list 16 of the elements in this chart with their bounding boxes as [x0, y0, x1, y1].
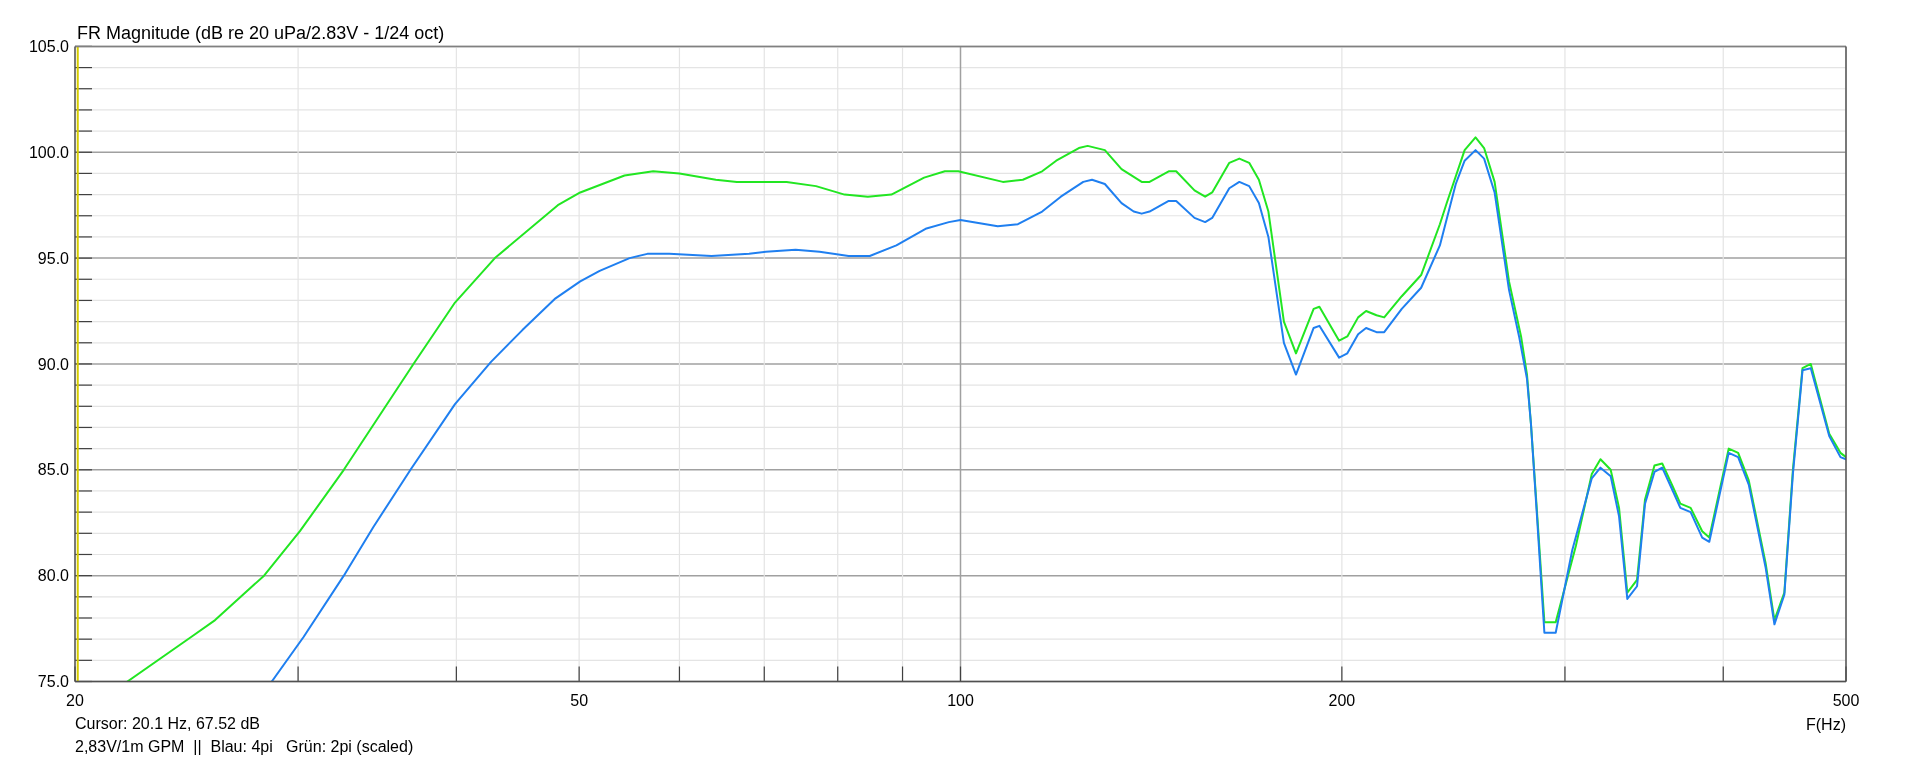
text: 2,83V/1m GPM || Blau: 4pi Grün: 2pi (scaled) — [75, 738, 414, 755]
chart-title: FR Magnitude (dB re 20 uPa/2.83V - 1/24 oct) — [77, 23, 445, 43]
y-tick-label: 75.0 — [37, 673, 70, 691]
y-tick-label: 80.0 — [37, 567, 70, 585]
x-tick-label: 20 — [66, 692, 84, 709]
x-tick-label: 200 — [1328, 692, 1356, 709]
x-tick-label: 50 — [570, 692, 589, 709]
y-tick-label: 100.0 — [28, 143, 70, 161]
y-tick-label: 105.0 — [28, 38, 70, 55]
x-axis-title: F(Hz) — [1806, 716, 1846, 733]
text: Cursor: 20.1 Hz, 67.52 dB — [75, 715, 260, 732]
y-tick-label: 85.0 — [37, 461, 70, 479]
y-tick-label: 95.0 — [37, 249, 70, 267]
y-tick-label: 90.0 — [37, 355, 70, 373]
x-tick-label: 500 — [1832, 692, 1860, 709]
x-tick-label: 100 — [947, 692, 974, 709]
